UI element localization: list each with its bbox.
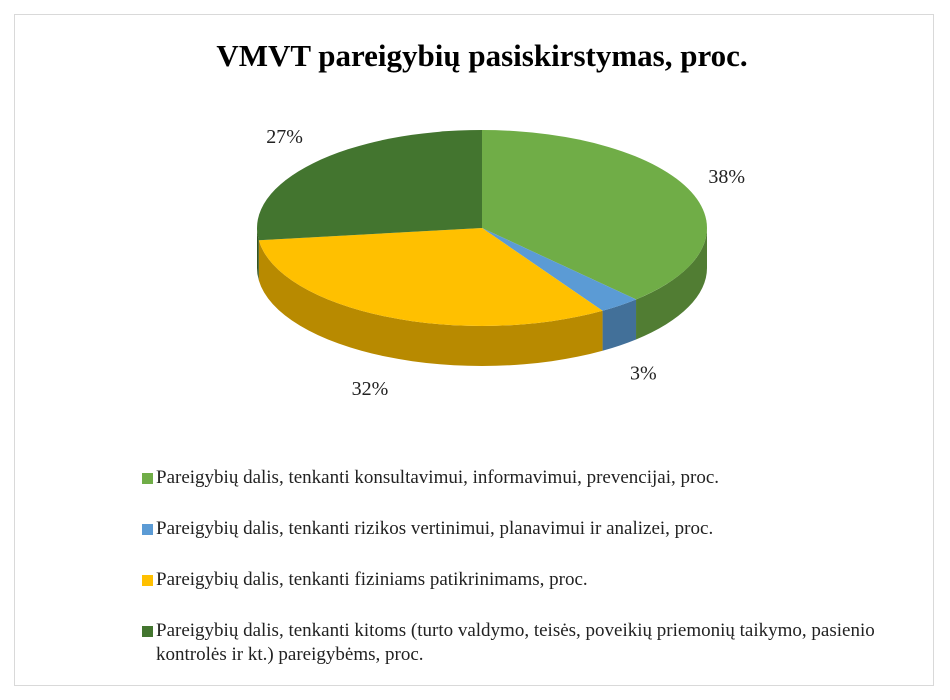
legend-swatch (142, 524, 153, 535)
chart-title: VMVT pareigybių pasiskirstymas, proc. (216, 38, 747, 73)
data-label: 38% (708, 166, 745, 188)
legend-item: Pareigybių dalis, tenkanti konsultavimui… (142, 466, 882, 490)
legend: Pareigybių dalis, tenkanti konsultavimui… (142, 466, 882, 694)
slice (257, 130, 482, 241)
legend-item: Pareigybių dalis, tenkanti fiziniams pat… (142, 568, 882, 592)
legend-swatch (142, 473, 153, 484)
legend-swatch (142, 626, 153, 637)
legend-item: Pareigybių dalis, tenkanti rizikos verti… (142, 517, 882, 541)
legend-item: Pareigybių dalis, tenkanti kitoms (turto… (142, 619, 882, 667)
legend-label: Pareigybių dalis, tenkanti konsultavimui… (156, 467, 720, 488)
legend-swatch (142, 575, 153, 586)
legend-label: Pareigybių dalis, tenkanti kitoms (turto… (156, 620, 875, 665)
slice-side (602, 299, 637, 351)
legend-label: Pareigybių dalis, tenkanti fiziniams pat… (156, 569, 588, 590)
slice (258, 228, 603, 327)
slice (482, 130, 708, 300)
slice (482, 228, 637, 311)
chart-frame (14, 14, 934, 686)
slice-side (257, 228, 259, 281)
legend-label: Pareigybių dalis, tenkanti rizikos verti… (156, 518, 714, 539)
slice-side (636, 228, 707, 340)
data-label: 32% (352, 378, 389, 400)
data-label: 27% (266, 126, 303, 148)
data-label: 3% (630, 362, 657, 384)
chart: VMVT pareigybių pasiskirstymas, proc. 38… (216, 38, 747, 400)
slice-side (258, 240, 603, 366)
